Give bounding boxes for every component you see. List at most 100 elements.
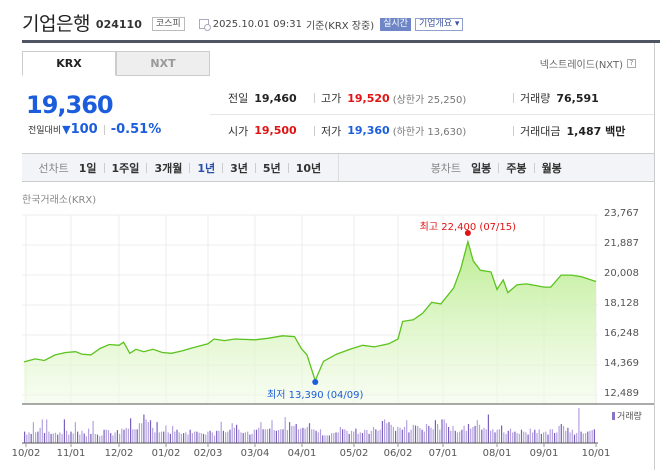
volume-legend: 거래량 (612, 409, 642, 422)
change-label: 전일대비 (28, 126, 62, 136)
y-tick-label: 21,887 (604, 238, 639, 249)
divider (254, 162, 256, 173)
x-tick-label: 06/02 (383, 448, 413, 459)
lower-limit: (하한가 13,630) (392, 127, 467, 138)
tab-nxt[interactable]: NXT (116, 51, 210, 76)
stock-header: 기업은행 024110 코스피 2025.10.01 09:31 기준(KRX … (22, 8, 464, 36)
down-arrow-icon: ▼ (62, 123, 71, 136)
quote-datetime: 2025.10.01 09:31 (212, 18, 302, 30)
period-1[interactable]: 1주일 (111, 161, 140, 175)
volume-bars (24, 408, 595, 443)
x-tick-label: 09/01 (529, 448, 559, 459)
stat-high: 고가 19,520 (상한가 25,250) (321, 90, 507, 106)
x-tick-label: 05/02 (339, 448, 369, 459)
nxt-link[interactable]: 넥스트레이드(NXT) ? (540, 56, 636, 71)
quote-basis: 기준(KRX 장중) (305, 20, 375, 32)
divider (314, 125, 315, 136)
company-overview-dropdown[interactable]: 기업개요 ▾ (414, 17, 464, 31)
change-amount: 100 (70, 122, 98, 137)
company-name: 기업은행 (22, 12, 90, 35)
volume-legend-label: 거래량 (617, 412, 642, 422)
stat-label: 전일 (228, 92, 249, 105)
stats-row: 시가 19,500 저가 19,360 (하한가 13,630) 거래대금 1,… (210, 114, 654, 146)
x-tick-label: 01/02 (151, 448, 181, 459)
stat-value: 19,520 (347, 91, 390, 105)
market-badge: 코스피 (151, 16, 185, 31)
y-tick-label: 14,369 (604, 358, 639, 369)
candle-chart-periods: 봉차트 일봉 주봉 월봉 (337, 154, 655, 181)
current-price: 19,360 (26, 91, 114, 119)
candle-chart-title: 봉차트 (430, 161, 462, 175)
y-tick-label: 16,248 (604, 328, 639, 339)
tab-krx[interactable]: KRX (22, 51, 116, 76)
x-tick-label: 10/01 (581, 448, 611, 459)
low-annotation: 최저 13,390 (04/09) (267, 390, 364, 401)
x-tick-label: 12/02 (104, 448, 134, 459)
stat-trade-amount: 거래대금 1,487 백만 (520, 123, 625, 139)
x-tick-label: 11/01 (56, 448, 86, 459)
stat-value: 76,591 (556, 91, 599, 105)
stat-prev-close: 전일 19,460 (210, 90, 300, 106)
stat-volume: 거래량 76,591 (520, 90, 599, 106)
divider (498, 162, 500, 173)
period-5[interactable]: 5년 (262, 161, 281, 175)
y-tick-label: 20,008 (604, 268, 639, 279)
change-percent: -0.51% (110, 122, 162, 137)
period-3[interactable]: 1년 (197, 161, 216, 175)
y-tick-label: 18,128 (604, 298, 639, 309)
stat-low: 저가 19,360 (하한가 13,630) (321, 123, 507, 139)
stats-row: 전일 19,460 고가 19,520 (상한가 25,250) 거래량 76,… (210, 82, 654, 114)
x-tick-label: 02/03 (193, 448, 223, 459)
x-tick-label: 08/01 (482, 448, 512, 459)
x-ticks (25, 443, 597, 447)
line-chart-title: 선차트 (38, 161, 69, 175)
candle-period-2[interactable]: 월봉 (541, 161, 562, 175)
chart-period-bar: 선차트 1일 1주일 3개월 1년 3년 5년 10년 봉차트 일봉 주봉 월봉 (22, 153, 654, 182)
stat-value: 19,460 (254, 91, 297, 105)
y-tick-label: 23,767 (604, 208, 639, 219)
stat-label: 저가 (321, 124, 342, 138)
divider (103, 124, 105, 135)
stat-label: 거래대금 (520, 124, 561, 138)
quote-stats: 전일 19,460 고가 19,520 (상한가 25,250) 거래량 76,… (210, 82, 654, 146)
divider (189, 162, 191, 173)
stat-label: 거래량 (520, 92, 551, 105)
low-marker (312, 379, 319, 385)
period-4[interactable]: 3년 (230, 161, 248, 175)
divider (222, 162, 224, 173)
y-tick-label: 12,489 (604, 388, 639, 399)
period-6[interactable]: 10년 (295, 161, 322, 175)
nxt-link-label[interactable]: 넥스트레이드(NXT) (539, 60, 623, 71)
volume-swatch-icon (612, 411, 615, 420)
stat-value: 19,500 (254, 124, 297, 137)
price-change: 전일대비 ▼ 100 -0.51% (28, 122, 161, 137)
stat-value: 19,360 (347, 124, 390, 137)
period-0[interactable]: 1일 (78, 161, 97, 175)
divider (533, 162, 535, 173)
divider (146, 162, 148, 173)
candle-period-0[interactable]: 일봉 (471, 161, 492, 175)
x-tick-label: 10/02 (11, 448, 41, 459)
period-2[interactable]: 3개월 (154, 161, 183, 175)
panel-border (654, 43, 655, 470)
divider (287, 162, 289, 173)
exchange-tabs: KRX NXT (22, 51, 210, 76)
high-marker (464, 230, 471, 236)
help-icon[interactable]: ? (627, 59, 636, 68)
candle-period-1[interactable]: 주봉 (506, 161, 527, 175)
realtime-button[interactable]: 실시간 (380, 17, 411, 31)
price-area (24, 241, 596, 404)
divider (513, 125, 514, 136)
clock-calendar-icon (198, 19, 211, 31)
x-tick-label: 04/01 (287, 448, 317, 459)
divider (103, 162, 105, 173)
line-chart-periods: 선차트 1일 1주일 3개월 1년 3년 5년 10년 (22, 154, 338, 181)
upper-limit: (상한가 25,250) (392, 94, 467, 106)
high-annotation: 최고 22,400 (07/15) (419, 222, 517, 233)
exchange-label: 한국거래소(KRX) (22, 195, 97, 206)
stat-value: 1,487 백만 (566, 124, 626, 138)
stat-label: 시가 (228, 124, 249, 138)
x-tick-label: 07/01 (428, 448, 458, 459)
header-divider (22, 40, 660, 43)
